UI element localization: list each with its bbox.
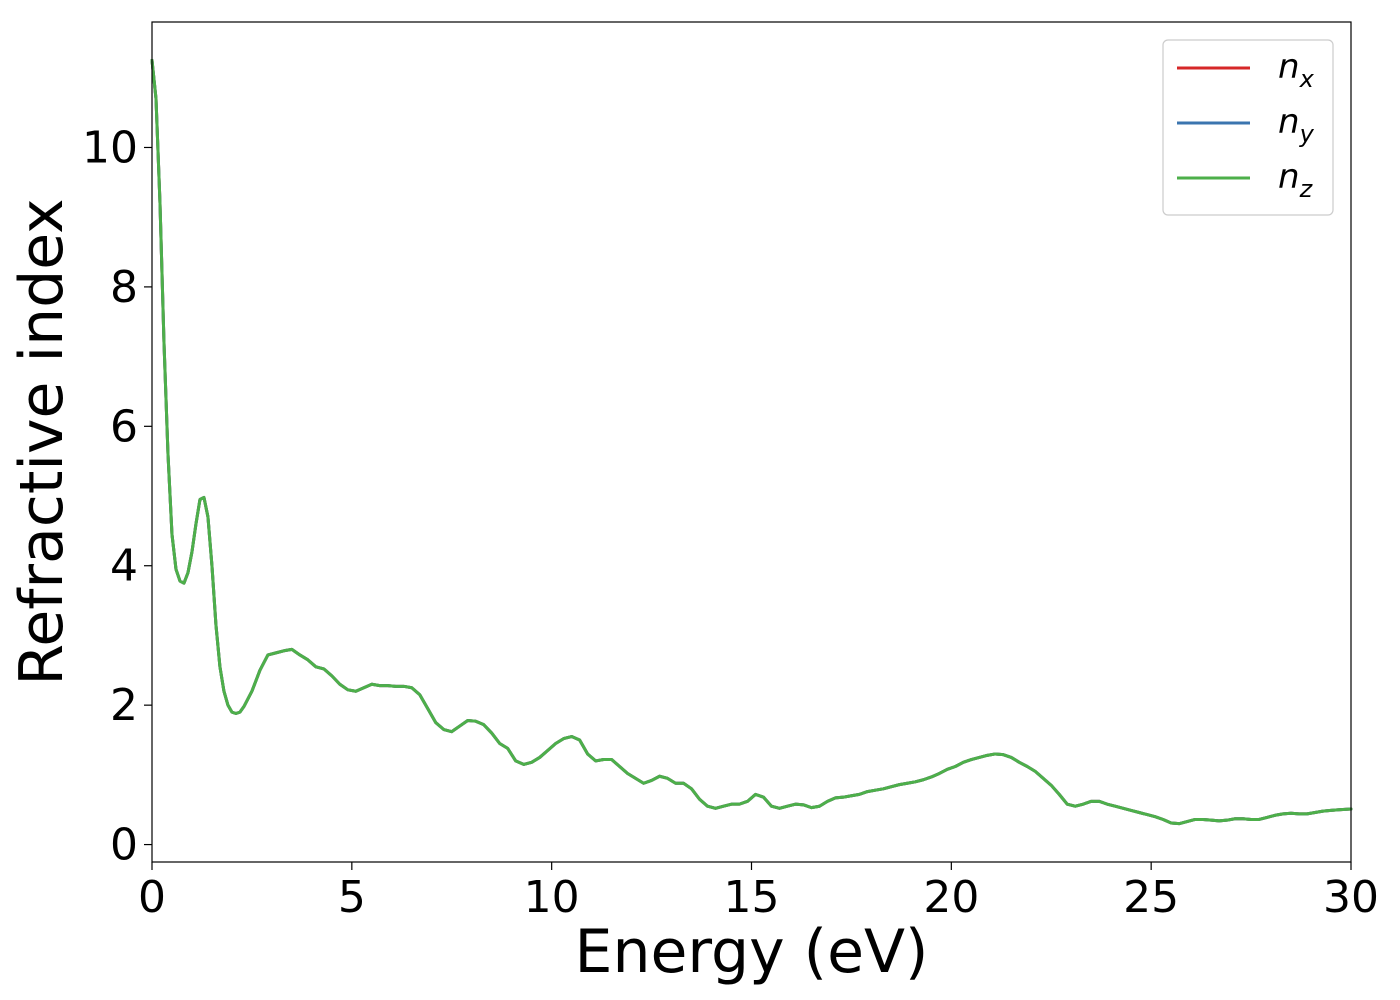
- x-tick-label: 0: [138, 872, 166, 923]
- legend-label-base: n: [1278, 157, 1300, 197]
- x-axis-ticks: 0 5 10 15 20 25 30: [138, 862, 1379, 923]
- series-line-nz: [150, 58, 1353, 826]
- y-tick-label: 2: [110, 680, 138, 731]
- y-tick-label: 8: [110, 262, 138, 313]
- legend-label-base: n: [1278, 47, 1300, 87]
- legend-label-ny: ny: [1278, 102, 1315, 148]
- x-axis-title: Energy (eV): [575, 917, 929, 987]
- legend-label-subscript: z: [1299, 175, 1314, 203]
- y-tick-label: 0: [110, 820, 138, 871]
- y-tick-label: 4: [110, 541, 138, 592]
- series-layer: [150, 58, 1353, 826]
- y-tick-label: 10: [82, 122, 138, 173]
- x-tick-label: 20: [923, 872, 979, 923]
- legend-label-subscript: y: [1299, 120, 1315, 148]
- y-tick-label: 6: [110, 401, 138, 452]
- y-axis-title: Refractive index: [7, 198, 77, 685]
- legend-label-nx: nx: [1278, 47, 1315, 93]
- x-tick-label: 5: [338, 872, 366, 923]
- x-tick-label: 25: [1123, 872, 1179, 923]
- legend-label-nz: nz: [1278, 157, 1314, 203]
- y-axis-ticks: 0 2 4 6 8 10: [82, 122, 152, 871]
- x-tick-label: 30: [1323, 872, 1379, 923]
- x-tick-label: 10: [524, 872, 580, 923]
- legend-label-subscript: x: [1299, 65, 1315, 93]
- legend-label-base: n: [1278, 102, 1300, 142]
- x-tick-label: 15: [724, 872, 780, 923]
- legend-box: [1162, 39, 1334, 216]
